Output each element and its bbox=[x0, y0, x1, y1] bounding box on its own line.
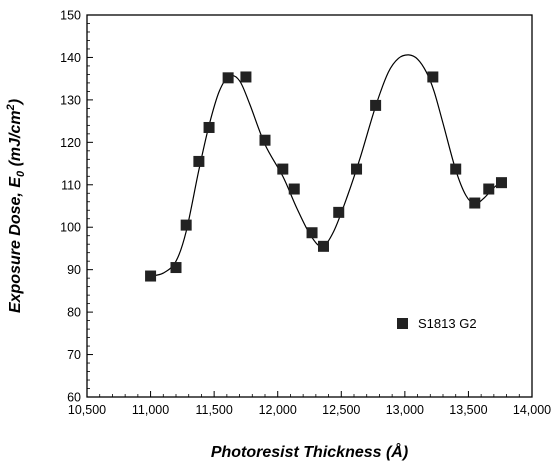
data-point bbox=[333, 206, 345, 218]
x-tick-label: 11,000 bbox=[132, 403, 169, 417]
y-axis-title-superscript: 2 bbox=[5, 104, 17, 111]
legend-label: S1813 G2 bbox=[418, 316, 477, 331]
data-point bbox=[370, 99, 382, 111]
data-point bbox=[427, 71, 439, 83]
legend: S1813 G2 bbox=[397, 316, 477, 331]
y-axis-title-main: Exposure Dose, E bbox=[7, 176, 24, 313]
x-tick-label: 10,500 bbox=[68, 403, 106, 417]
x-tick-label: 12,500 bbox=[322, 403, 360, 417]
plot-frame bbox=[86, 14, 533, 398]
y-axis-title-unit: (mJ/cm bbox=[7, 110, 24, 170]
x-axis-title: Photoresist Thickness (Å) bbox=[211, 442, 408, 461]
y-tick-label: 150 bbox=[60, 9, 81, 23]
data-point bbox=[170, 262, 182, 274]
y-tick-label: 90 bbox=[67, 263, 81, 277]
y-tick-label: 60 bbox=[67, 391, 81, 405]
y-axis-title-subscript: 0 bbox=[15, 170, 27, 177]
y-tick-label: 130 bbox=[60, 93, 81, 107]
plot-area bbox=[86, 14, 533, 398]
data-point bbox=[351, 163, 363, 175]
data-point bbox=[317, 240, 329, 252]
data-point bbox=[483, 183, 495, 195]
y-tick-label: 80 bbox=[67, 306, 81, 320]
x-tick-label: 13,500 bbox=[449, 403, 487, 417]
data-point bbox=[180, 219, 192, 231]
data-point bbox=[469, 197, 481, 209]
legend-marker-square bbox=[397, 318, 408, 329]
y-axis-title-unit-close: ) bbox=[7, 99, 24, 106]
data-point bbox=[495, 177, 507, 189]
y-axis-title: Exposure Dose, E0 (mJ/cm2) bbox=[5, 99, 27, 313]
data-point bbox=[222, 72, 234, 84]
y-tick-label: 70 bbox=[67, 348, 81, 362]
y-tick-label: 140 bbox=[60, 51, 81, 65]
x-tick-label: 12,000 bbox=[259, 403, 297, 417]
data-point bbox=[145, 270, 157, 282]
x-axis: 10,500 11,000 11,500 12,000 12,500 13,000 13,5… bbox=[68, 391, 551, 417]
y-tick-label: 100 bbox=[60, 221, 81, 235]
x-tick-label: 13,000 bbox=[386, 403, 424, 417]
data-point bbox=[203, 121, 215, 133]
x-tick-label: 11,500 bbox=[195, 403, 232, 417]
x-tick-label: 14,000 bbox=[513, 403, 551, 417]
data-point bbox=[259, 134, 271, 146]
data-point bbox=[240, 71, 252, 83]
y-axis: 60 70 80 90 100 110 120 130 140 150 bbox=[60, 9, 93, 405]
y-tick-label: 110 bbox=[61, 178, 81, 192]
data-point bbox=[277, 163, 289, 175]
data-point bbox=[450, 163, 462, 175]
data-point bbox=[306, 227, 318, 239]
y-tick-label: 120 bbox=[60, 136, 81, 150]
data-point bbox=[288, 183, 300, 195]
data-points-layer bbox=[145, 71, 507, 282]
data-point bbox=[193, 155, 205, 167]
